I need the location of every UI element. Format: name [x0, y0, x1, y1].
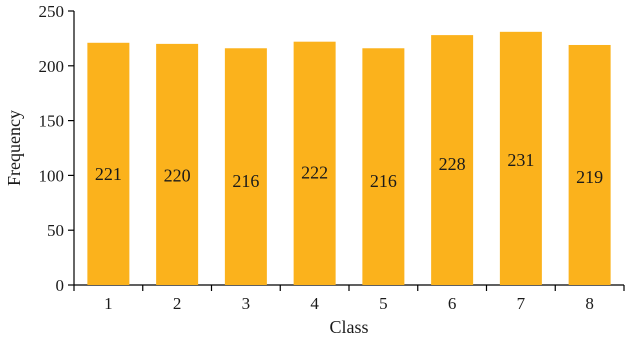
y-tick-label: 0 [56, 276, 65, 295]
data-label: 222 [301, 163, 328, 183]
x-tick-label: 1 [104, 294, 113, 313]
data-label: 219 [576, 167, 603, 187]
data-label: 231 [507, 150, 534, 170]
x-axis-title: Class [329, 317, 368, 337]
data-label: 221 [95, 164, 122, 184]
bar [293, 41, 336, 285]
x-tick-label: 5 [379, 294, 388, 313]
x-tick-label: 4 [310, 294, 319, 313]
bar [224, 48, 267, 285]
y-tick-label: 200 [39, 57, 65, 76]
x-tick-label: 7 [517, 294, 526, 313]
bar [156, 43, 199, 285]
bar [431, 35, 474, 285]
y-axis: 0 50 100 150 200 250 [39, 2, 75, 295]
bars [87, 31, 611, 286]
data-label: 220 [164, 165, 191, 185]
bar [362, 48, 405, 285]
data-label: 228 [439, 154, 466, 174]
data-labels: 221 220 216 222 216 228 231 219 [95, 150, 603, 191]
x-axis: 1 2 3 4 5 6 7 8 [73, 284, 625, 313]
y-tick-label: 100 [39, 166, 65, 185]
y-tick-label: 250 [39, 2, 65, 21]
bar [87, 42, 130, 286]
y-tick-label: 50 [47, 221, 64, 240]
x-tick-label: 6 [448, 294, 457, 313]
bar [499, 31, 542, 285]
y-axis-title: Frequency [4, 110, 24, 186]
data-label: 216 [370, 171, 397, 191]
x-tick-label: 3 [242, 294, 251, 313]
x-tick-label: 8 [585, 294, 594, 313]
data-label: 216 [232, 171, 259, 191]
x-tick-label: 2 [173, 294, 182, 313]
y-tick-label: 150 [39, 112, 65, 131]
bar [568, 44, 611, 286]
